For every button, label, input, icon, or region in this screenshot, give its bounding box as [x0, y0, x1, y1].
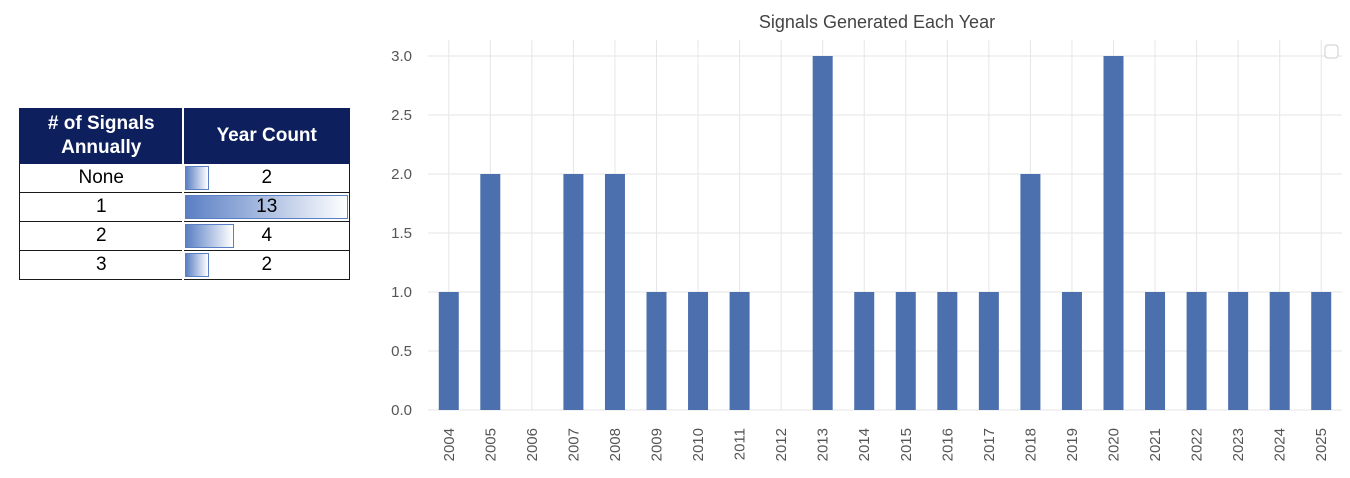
bar: [438, 292, 459, 410]
bar: [646, 292, 667, 410]
y-tick-label: 3.0: [391, 48, 412, 65]
table-row: None 2: [19, 163, 351, 193]
x-tick-label: 2020: [1106, 428, 1123, 461]
x-tick-label: 2004: [441, 428, 458, 461]
data-bar: [185, 224, 235, 248]
y-tick-label: 2.5: [391, 107, 412, 124]
bar: [854, 292, 875, 410]
x-tick-label: 2023: [1230, 428, 1247, 461]
x-tick-label: 2007: [565, 428, 582, 461]
bar: [480, 174, 501, 410]
bar: [812, 56, 833, 410]
bar: [1269, 292, 1290, 410]
row-label: 1: [19, 192, 184, 222]
row-count-cell: 2: [182, 250, 351, 280]
bar: [1103, 56, 1124, 410]
x-tick-label: 2025: [1313, 428, 1330, 461]
bar: [1186, 292, 1207, 410]
x-tick-label: 2024: [1272, 428, 1289, 461]
bar: [563, 174, 584, 410]
bar: [1145, 292, 1166, 410]
y-tick-label: 0.5: [391, 343, 412, 360]
header-signals-annually: # of Signals Annually: [19, 108, 184, 164]
row-count: 2: [261, 167, 273, 188]
bar: [1061, 292, 1082, 410]
y-tick-label: 2.0: [391, 166, 412, 183]
x-tick-label: 2022: [1189, 428, 1206, 461]
bar: [895, 292, 916, 410]
x-tick-label: 2006: [524, 428, 541, 461]
x-tick-label: 2021: [1147, 428, 1164, 461]
x-tick-label: 2017: [981, 428, 998, 461]
legend-box: [1324, 44, 1339, 59]
x-tick-label: 2014: [856, 428, 873, 461]
bar: [1020, 174, 1041, 410]
data-bar: [185, 253, 209, 277]
bar: [978, 292, 999, 410]
y-tick-label: 1.0: [391, 284, 412, 301]
x-tick-label: 2010: [690, 428, 707, 461]
row-count-cell: 4: [182, 221, 351, 251]
bar: [937, 292, 958, 410]
bar: [604, 174, 625, 410]
x-tick-label: 2009: [649, 428, 666, 461]
x-tick-label: 2005: [482, 428, 499, 461]
chart-title: Signals Generated Each Year: [759, 12, 995, 32]
bar: [1228, 292, 1249, 410]
x-tick-label: 2015: [898, 428, 915, 461]
x-tick-label: 2019: [1064, 428, 1081, 461]
bar: [729, 292, 750, 410]
row-count: 13: [256, 196, 278, 217]
row-label: 3: [19, 250, 184, 280]
x-tick-label: 2008: [607, 428, 624, 461]
x-tick-label: 2016: [939, 428, 956, 461]
bar: [1311, 292, 1332, 410]
signals-summary-table: # of Signals Annually Year Count None 2 1 1…: [19, 108, 351, 280]
row-label: None: [19, 163, 184, 193]
x-tick-label: 2011: [732, 428, 749, 460]
data-bar: [185, 166, 209, 190]
x-tick-label: 2013: [815, 428, 832, 461]
y-tick-label: 1.5: [391, 225, 412, 242]
x-tick-label: 2018: [1022, 428, 1039, 461]
x-tick-label: 2012: [773, 428, 790, 461]
row-count: 4: [261, 225, 273, 246]
bar: [688, 292, 709, 410]
y-tick-label: 0.0: [391, 402, 412, 419]
header-year-count: Year Count: [182, 108, 351, 164]
table-header-row: # of Signals Annually Year Count: [19, 108, 351, 164]
row-count: 2: [261, 254, 273, 275]
data-bar: [185, 195, 348, 219]
